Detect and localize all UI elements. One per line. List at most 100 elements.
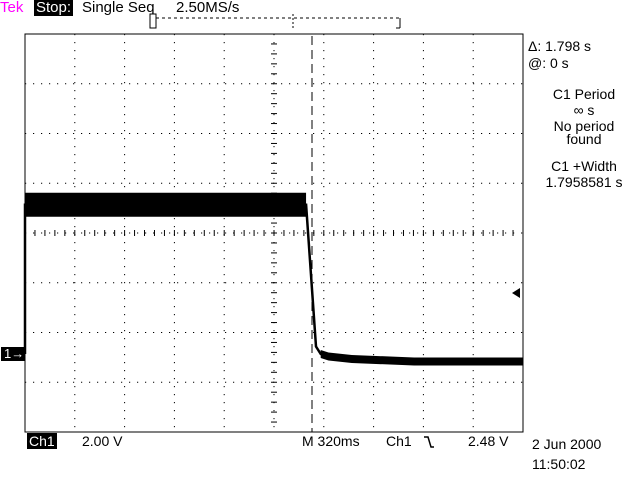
grid-dot <box>441 133 443 134</box>
grid-dot <box>74 298 76 300</box>
grid-dot <box>472 386 474 388</box>
grid-dot <box>321 133 323 134</box>
grid-dot <box>65 332 67 333</box>
grid-dot <box>89 381 91 383</box>
grid-dot <box>422 146 424 148</box>
grid-dot <box>57 232 59 234</box>
grid-dot <box>173 386 175 388</box>
grid-dot <box>361 83 363 85</box>
grid-dot <box>233 182 235 184</box>
grid-dot <box>41 232 43 234</box>
grid-dot <box>273 426 275 428</box>
grid-dot <box>124 58 126 60</box>
grid-dot <box>217 232 219 234</box>
grid-dot <box>124 122 126 124</box>
grid-dot <box>497 133 499 134</box>
grid-dot <box>74 98 76 100</box>
grid-dot <box>223 58 225 60</box>
grid-dot <box>223 242 225 244</box>
grid-dot <box>129 282 131 284</box>
grid-dot <box>323 218 325 220</box>
grid-dot <box>385 182 387 184</box>
grid-dot <box>373 338 375 340</box>
run-state-badge: Stop: <box>34 0 74 16</box>
grid-dot <box>323 178 325 180</box>
grid-dot <box>472 194 474 196</box>
width-value: 1.7958581 s <box>545 174 623 190</box>
grid-dot <box>257 232 259 234</box>
grid-dot <box>185 282 187 284</box>
grid-dot <box>321 332 323 333</box>
grid-dot <box>393 133 395 134</box>
grid-dot <box>505 133 507 134</box>
grid-dot <box>323 386 325 388</box>
grid-dot <box>73 83 75 85</box>
grid-dot <box>173 362 175 364</box>
grid-dot <box>273 338 275 340</box>
grid-dot <box>422 402 424 404</box>
grid-dot <box>265 182 267 184</box>
grid-dot <box>422 106 424 108</box>
grid-dot <box>193 182 195 184</box>
grid-dot <box>425 133 427 134</box>
grid-dot <box>422 90 424 92</box>
grid-dot <box>223 410 225 412</box>
grid-dot <box>337 232 339 234</box>
grid-dot <box>201 83 203 85</box>
grid-dot <box>177 83 179 85</box>
grid-dot <box>233 83 235 85</box>
trigger-source: Ch1 <box>386 433 412 449</box>
grid-dot <box>401 232 403 234</box>
trace-low-band <box>320 350 523 366</box>
grid-dot <box>97 282 99 284</box>
grid-dot <box>121 83 123 85</box>
grid-dot <box>223 394 225 396</box>
grid-dot <box>153 282 155 284</box>
grid-dot <box>353 332 355 333</box>
ch1-trace <box>23 192 523 366</box>
grid-dot <box>273 74 275 76</box>
grid-dot <box>153 83 155 85</box>
grid-dot <box>472 66 474 68</box>
grid-dot <box>345 232 347 234</box>
grid-dot <box>273 170 275 172</box>
grid-dot <box>321 182 323 184</box>
grid-dot <box>422 154 424 156</box>
grid-dot <box>241 282 243 284</box>
grid-dot <box>233 133 235 134</box>
grid-dot <box>373 194 375 196</box>
grid-dot <box>373 58 375 60</box>
grid-dot <box>323 426 325 428</box>
grid-dot <box>273 378 275 380</box>
grid-dot <box>472 410 474 412</box>
grid-dot <box>521 182 523 184</box>
grid-dot <box>465 332 467 333</box>
grid-dot <box>472 378 474 380</box>
grid-dot <box>169 381 171 383</box>
grid-dot <box>223 82 225 84</box>
grid-dot <box>473 282 475 284</box>
grid-dot <box>121 182 123 184</box>
grid-dot <box>472 354 474 356</box>
grid-dot <box>217 332 219 333</box>
grid-dot <box>223 322 225 324</box>
grid-dot <box>481 232 483 234</box>
grid-dot <box>209 83 211 85</box>
grid-dot <box>422 130 424 132</box>
grid-dot <box>74 258 76 260</box>
grid-dot <box>209 332 211 333</box>
grid-dot <box>209 232 211 234</box>
grid-dot <box>273 146 275 148</box>
grid-dot <box>173 138 175 140</box>
grid-dot <box>513 332 515 333</box>
grid-dot <box>521 332 523 333</box>
grid-dot <box>89 332 91 333</box>
grid-dot <box>505 282 507 284</box>
grid-dot <box>377 381 379 383</box>
grid-dot <box>329 133 331 134</box>
grid-dot <box>457 381 459 383</box>
grid-dot <box>74 274 76 276</box>
grid-dot <box>223 218 225 220</box>
grid-dot <box>217 182 219 184</box>
grid-dot <box>74 250 76 252</box>
